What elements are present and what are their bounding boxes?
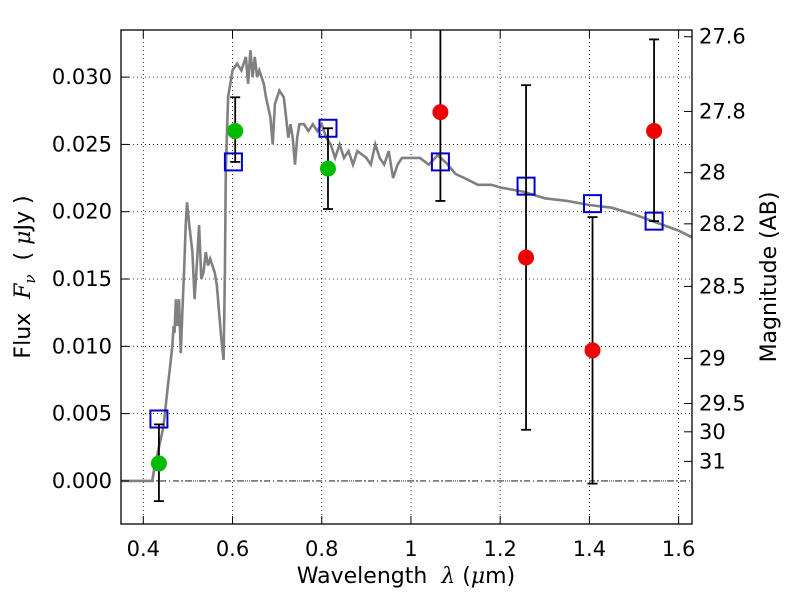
x-tick-label: 1 <box>404 537 417 561</box>
observed-flux-marker <box>646 122 663 139</box>
y2-tick-label: 28.5 <box>699 274 746 298</box>
y2-tick-label: 27.8 <box>699 99 746 123</box>
y-axis-label: Flux Fν ( μJy ) <box>11 195 39 358</box>
y-tick-label: 0.015 <box>52 267 112 291</box>
x-tick-label: 0.8 <box>305 537 338 561</box>
observed-flux-marker <box>319 160 336 177</box>
axis-ticks: 0.4 0.6 0.8 1 1.2 1.4 1.6 0.000 0.005 0.010 0.015 0… <box>52 25 746 561</box>
y2-tick-label: 30 <box>699 420 726 444</box>
y2-tick-label: 31 <box>699 449 726 473</box>
x-tick-label: 1.4 <box>573 537 606 561</box>
y-tick-label: 0.030 <box>52 65 112 89</box>
observed-flux-marker <box>150 455 167 472</box>
y-tick-label: 0.005 <box>52 402 112 426</box>
x-tick-label: 0.6 <box>216 537 249 561</box>
y2-tick-label: 29.5 <box>699 392 746 416</box>
y-tick-label: 0.025 <box>52 132 112 156</box>
grid-lines <box>121 30 692 524</box>
x-axis-label: Wavelength λ (μm) <box>297 564 515 589</box>
plot-frame <box>120 29 693 525</box>
x-tick-label: 0.4 <box>127 537 160 561</box>
y2-tick-label: 28.2 <box>699 212 746 236</box>
y-tick-label: 0.010 <box>52 334 112 358</box>
data-markers <box>149 30 664 503</box>
y2-tick-label: 28 <box>699 161 726 185</box>
observed-flux-marker <box>227 122 244 139</box>
model-spectrum-line <box>121 50 693 483</box>
observed-flux-marker <box>518 249 535 266</box>
observed-flux-marker <box>584 342 601 359</box>
y2-tick-label: 27.6 <box>699 25 746 49</box>
x-tick-label: 1.2 <box>483 537 516 561</box>
y2-axis-label: Magnitude (AB) <box>757 192 782 363</box>
y-tick-label: 0.000 <box>52 469 112 493</box>
model-square-marker <box>223 152 243 172</box>
observed-flux-marker <box>432 104 449 121</box>
model-square-marker <box>583 194 603 214</box>
y-tick-label: 0.020 <box>52 200 112 224</box>
x-tick-label: 1.6 <box>662 537 695 561</box>
y2-tick-label: 29 <box>699 346 726 370</box>
